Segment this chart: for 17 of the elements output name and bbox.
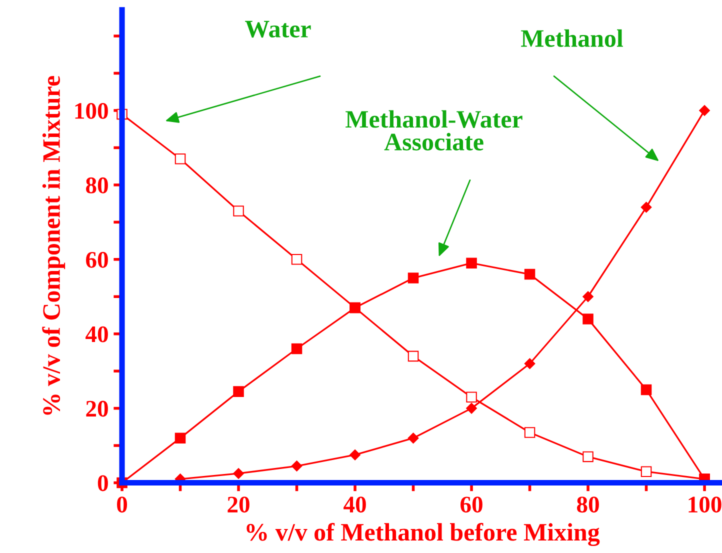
x-tick-label: 80	[577, 496, 599, 513]
x-tick-label: 100	[688, 496, 722, 513]
annotation: Water	[245, 20, 311, 38]
x-tick-label: 40	[344, 496, 366, 513]
annotation: Methanol-Water Associate	[346, 110, 522, 150]
x-axis-title: % v/v of Methanol before Mixing	[246, 522, 600, 546]
y-tick-label: 40	[86, 326, 108, 342]
annotation: Methanol	[521, 29, 623, 47]
y-tick-label: 0	[98, 475, 108, 492]
y-tick-label: 60	[86, 252, 108, 268]
y-tick-label: 20	[86, 400, 108, 417]
y-axis-title: % v/v of Component in Mixture	[42, 76, 66, 415]
y-tick-label: 100	[75, 102, 108, 119]
x-tick-label: 0	[117, 496, 128, 513]
y-tick-label: 80	[86, 177, 108, 194]
x-tick-label: 20	[228, 496, 250, 513]
x-tick-label: 60	[460, 496, 482, 513]
